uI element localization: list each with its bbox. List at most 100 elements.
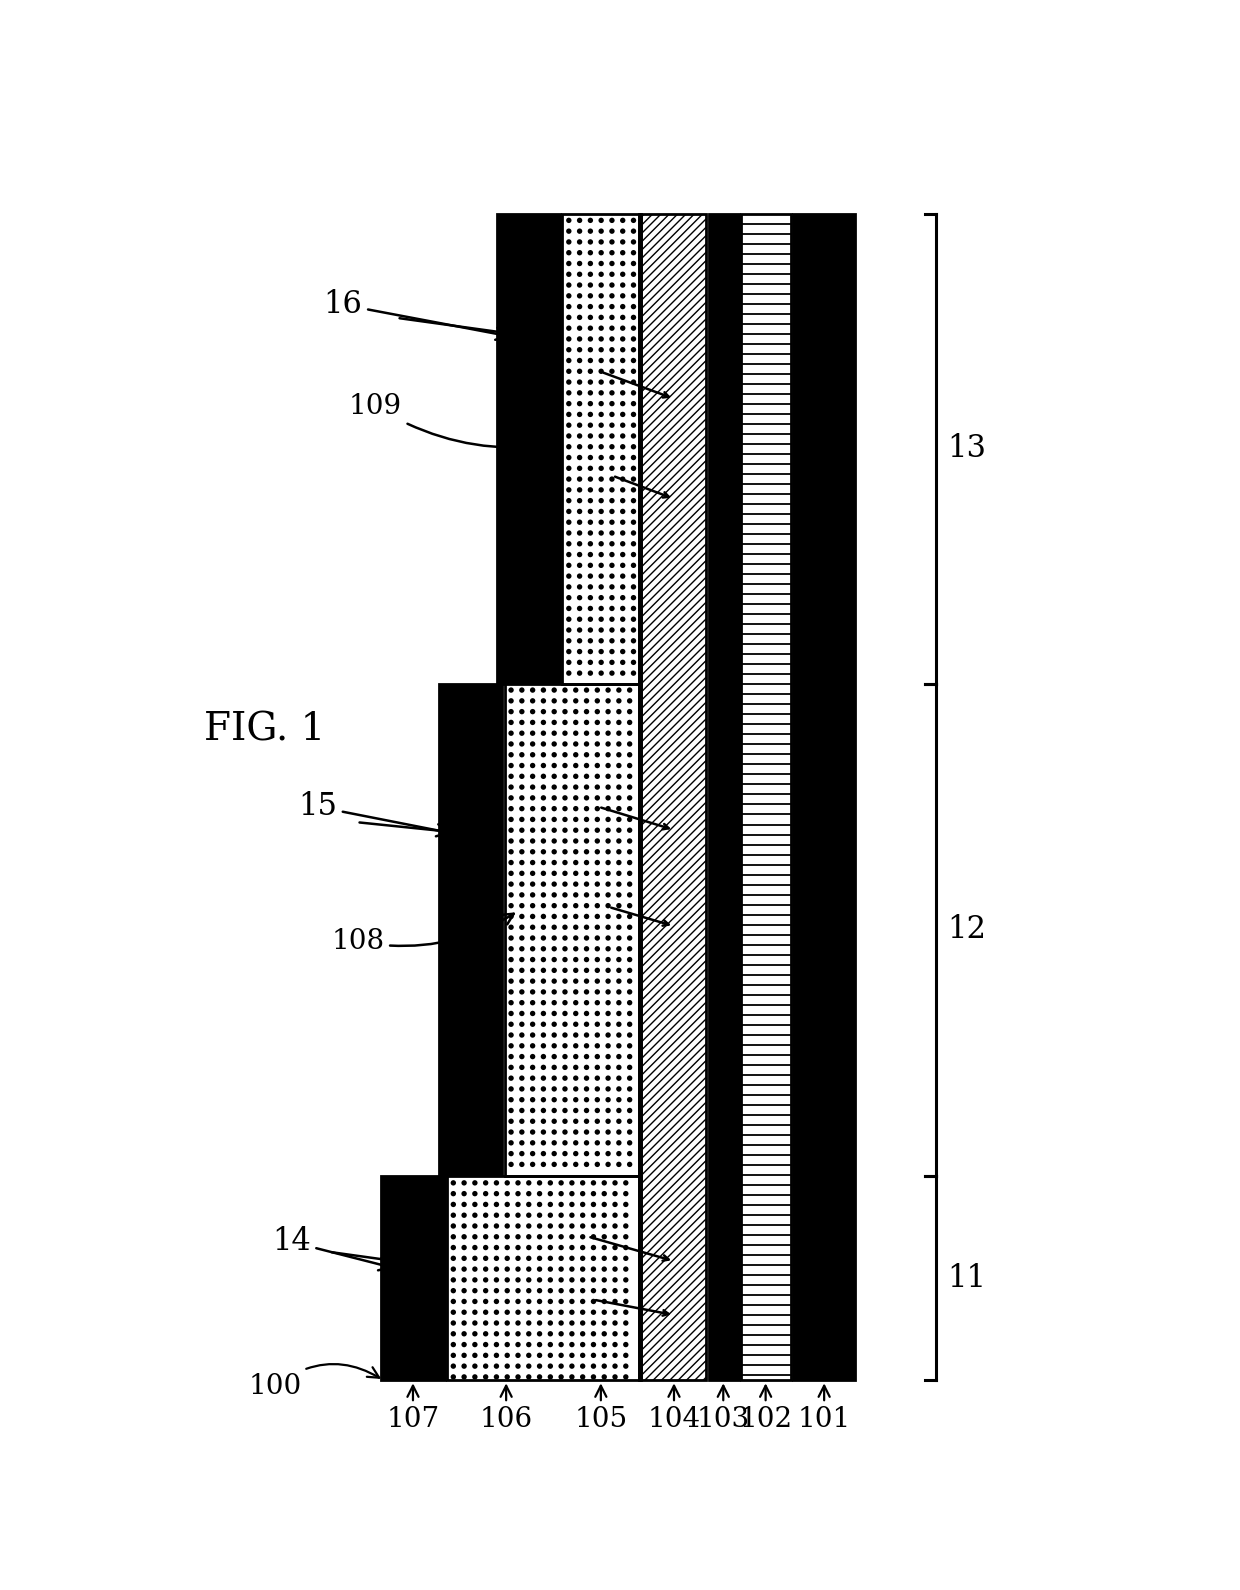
Circle shape xyxy=(588,638,593,644)
Circle shape xyxy=(577,423,583,428)
Circle shape xyxy=(577,455,583,460)
Circle shape xyxy=(520,774,525,779)
Circle shape xyxy=(624,1234,629,1240)
Circle shape xyxy=(569,1364,574,1369)
Circle shape xyxy=(537,1288,542,1293)
Circle shape xyxy=(472,1310,477,1315)
Circle shape xyxy=(562,806,568,811)
Circle shape xyxy=(590,1256,596,1261)
Circle shape xyxy=(631,358,636,363)
Circle shape xyxy=(472,1364,477,1369)
Circle shape xyxy=(529,924,536,930)
Circle shape xyxy=(516,1213,521,1218)
Circle shape xyxy=(508,1097,513,1102)
Circle shape xyxy=(562,838,568,844)
Circle shape xyxy=(577,432,583,439)
Circle shape xyxy=(541,763,546,768)
Circle shape xyxy=(605,752,611,757)
Circle shape xyxy=(577,628,583,633)
Circle shape xyxy=(505,1245,510,1250)
Circle shape xyxy=(624,1310,629,1315)
Circle shape xyxy=(494,1374,500,1380)
Circle shape xyxy=(541,784,546,790)
Circle shape xyxy=(520,763,525,768)
Circle shape xyxy=(450,1245,456,1250)
Circle shape xyxy=(605,989,611,995)
Circle shape xyxy=(620,628,625,633)
Circle shape xyxy=(567,466,572,471)
Circle shape xyxy=(562,1119,568,1124)
Circle shape xyxy=(567,628,572,633)
Circle shape xyxy=(627,687,632,693)
Circle shape xyxy=(588,541,593,547)
Circle shape xyxy=(552,720,557,725)
Circle shape xyxy=(548,1364,553,1369)
Circle shape xyxy=(569,1266,574,1272)
Circle shape xyxy=(605,881,611,887)
Circle shape xyxy=(599,412,604,417)
Circle shape xyxy=(631,412,636,417)
Circle shape xyxy=(595,730,600,736)
Bar xyxy=(446,1177,639,1380)
Circle shape xyxy=(558,1374,564,1380)
Circle shape xyxy=(569,1353,574,1358)
Circle shape xyxy=(541,698,546,703)
Circle shape xyxy=(609,380,615,385)
Text: 15: 15 xyxy=(299,792,449,836)
Circle shape xyxy=(573,741,578,747)
Circle shape xyxy=(584,1129,589,1135)
Circle shape xyxy=(627,1151,632,1156)
Circle shape xyxy=(595,774,600,779)
Circle shape xyxy=(461,1223,466,1229)
Circle shape xyxy=(590,1374,596,1380)
Circle shape xyxy=(624,1223,629,1229)
Circle shape xyxy=(529,1119,536,1124)
Circle shape xyxy=(620,638,625,644)
Circle shape xyxy=(620,531,625,536)
Circle shape xyxy=(577,638,583,644)
Circle shape xyxy=(584,903,589,908)
Circle shape xyxy=(562,978,568,984)
Circle shape xyxy=(609,671,615,676)
Circle shape xyxy=(588,272,593,277)
Circle shape xyxy=(573,817,578,822)
Circle shape xyxy=(537,1245,542,1250)
Circle shape xyxy=(605,730,611,736)
Circle shape xyxy=(450,1310,456,1315)
Text: 102: 102 xyxy=(739,1386,792,1433)
Circle shape xyxy=(599,660,604,665)
Circle shape xyxy=(537,1202,542,1207)
Circle shape xyxy=(609,455,615,460)
Circle shape xyxy=(599,671,604,676)
Circle shape xyxy=(520,849,525,854)
Circle shape xyxy=(605,817,611,822)
Circle shape xyxy=(605,720,611,725)
Circle shape xyxy=(508,1075,513,1081)
Circle shape xyxy=(529,968,536,973)
Circle shape xyxy=(616,957,621,962)
Circle shape xyxy=(599,541,604,547)
Circle shape xyxy=(472,1202,477,1207)
Circle shape xyxy=(584,1065,589,1070)
Circle shape xyxy=(562,1000,568,1005)
Circle shape xyxy=(567,261,572,266)
Circle shape xyxy=(529,763,536,768)
Circle shape xyxy=(569,1342,574,1347)
Circle shape xyxy=(616,935,621,941)
Circle shape xyxy=(508,978,513,984)
Circle shape xyxy=(588,369,593,374)
Circle shape xyxy=(505,1320,510,1326)
Bar xyxy=(708,215,739,1380)
Circle shape xyxy=(562,860,568,865)
Circle shape xyxy=(616,978,621,984)
Circle shape xyxy=(584,698,589,703)
Circle shape xyxy=(569,1191,574,1196)
Circle shape xyxy=(541,838,546,844)
Circle shape xyxy=(569,1256,574,1261)
Circle shape xyxy=(573,709,578,714)
Circle shape xyxy=(627,730,632,736)
Circle shape xyxy=(562,827,568,833)
Circle shape xyxy=(548,1180,553,1186)
Circle shape xyxy=(588,304,593,310)
Circle shape xyxy=(520,806,525,811)
